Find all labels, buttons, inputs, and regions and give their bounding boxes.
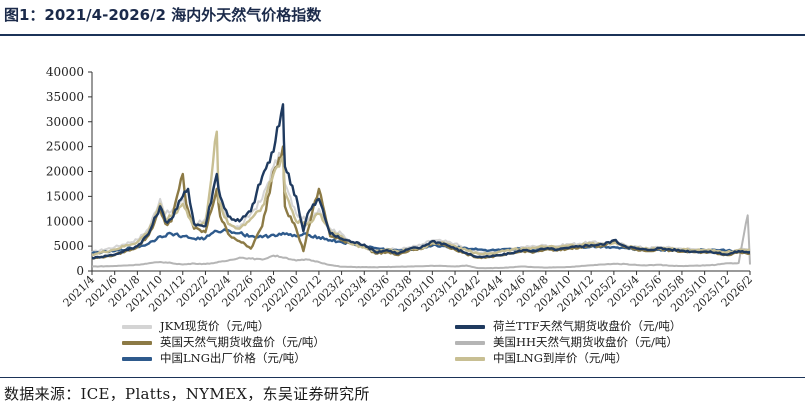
legend-swatch-uk [122, 341, 152, 345]
legend-swatch-hh [455, 341, 485, 345]
legend-label-hh: 美国HH天然气期货收盘价（元/吨） [493, 335, 678, 349]
y-tick-label: 30000 [46, 115, 84, 129]
legend-item-lng-factory: 中国LNG出厂价格（元/吨） [122, 350, 306, 366]
legend-swatch-ttf [455, 325, 485, 329]
y-axis: 0 5000 10000 15000 20000 25000 30000 35000 40000 [46, 65, 93, 278]
legend-item-ttf: 荷兰TTF天然气期货收盘价（元/吨） [455, 318, 681, 334]
series-line-jkm [91, 150, 751, 254]
series-line-lng-landed [91, 130, 751, 256]
legend-item-jkm: JKM现货价（元/吨） [122, 318, 269, 334]
chart-area: 0 5000 10000 15000 20000 25000 30000 35000 40000… [46, 65, 755, 314]
legend-item-hh: 美国HH天然气期货收盘价（元/吨） [455, 334, 678, 350]
series-line-ttf [91, 103, 751, 260]
y-tick-label: 15000 [46, 189, 84, 203]
y-tick-label: 20000 [46, 165, 84, 179]
series-line-hh [91, 214, 751, 270]
y-tick-label: 35000 [46, 90, 84, 104]
legend-label-lng-factory: 中国LNG出厂价格（元/吨） [160, 351, 306, 365]
source-note: 数据来源：ICE，Platts，NYMEX，东吴证券研究所 [4, 385, 370, 403]
legend-swatch-lng-landed [455, 357, 485, 361]
legend-item-uk: 英国天然气期货收盘价（元/吨） [122, 334, 325, 350]
legend-label-ttf: 荷兰TTF天然气期货收盘价（元/吨） [493, 319, 682, 333]
figure-title: 图1：2021/4-2026/2 海内外天然气价格指数 [4, 6, 322, 24]
series-layer [91, 103, 751, 270]
y-tick-label: 25000 [46, 140, 84, 154]
title-divider [0, 34, 805, 36]
y-tick-label: 40000 [46, 65, 84, 79]
legend-swatch-jkm [122, 325, 152, 329]
legend-swatch-lng-factory [122, 357, 152, 361]
y-tick-label: 10000 [46, 214, 84, 228]
source-divider [0, 377, 805, 378]
legend-label-jkm: JKM现货价（元/吨） [160, 319, 270, 333]
y-tick-label: 5000 [53, 239, 84, 253]
x-axis: 2021/42021/62021/82021/102021/122022/220… [61, 270, 755, 314]
y-tick-label: 0 [76, 264, 84, 278]
legend-label-lng-landed: 中国LNG到岸价（元/吨） [493, 351, 628, 365]
legend-label-uk: 英国天然气期货收盘价（元/吨） [160, 335, 325, 349]
legend-item-lng-landed: 中国LNG到岸价（元/吨） [455, 350, 627, 366]
